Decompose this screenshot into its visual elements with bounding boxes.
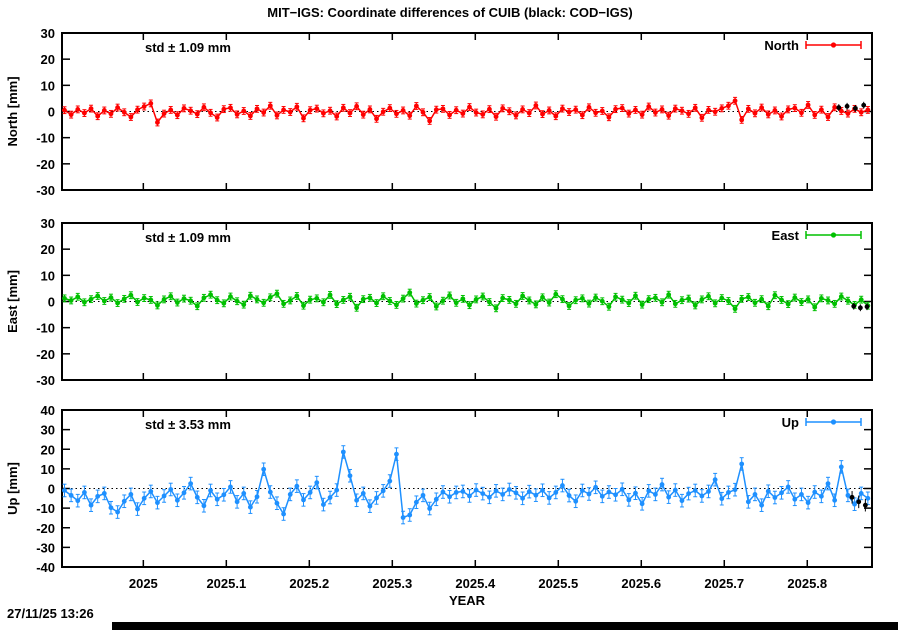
legend: Up	[782, 415, 862, 430]
east-panel: -30 -20 -10 0 10 20 30 East [mm] std ± 1.09 mm Ea…	[5, 216, 873, 388]
y-tick-label: 0	[48, 295, 55, 310]
legend-label: Up	[782, 415, 799, 430]
x-tick-label: 2025.1	[206, 576, 246, 591]
std-annotation: std ± 3.53 mm	[145, 417, 231, 432]
legend: East	[772, 228, 862, 243]
timestamp: 27/11/25 13:26	[7, 606, 94, 621]
y-tick-label: 40	[41, 403, 55, 418]
y-tick-label: -40	[36, 560, 55, 575]
std-annotation: std ± 1.09 mm	[145, 230, 231, 245]
y-tick-label: -10	[36, 131, 55, 146]
x-tick-label: 2025.4	[455, 576, 496, 591]
x-tick-label: 2025.8	[787, 576, 827, 591]
y-tick-label: 0	[48, 482, 55, 497]
page-title: MIT−IGS: Coordinate differences of CUIB …	[267, 5, 633, 20]
y-axis-title: East [mm]	[5, 270, 20, 333]
plots-canvas: -30 -20 -10 0 10 20 30 North [mm] std ± 1.09 mm N…	[5, 26, 873, 608]
x-tick-label: 2025.3	[372, 576, 412, 591]
y-tick-label: 30	[41, 423, 55, 438]
x-tick-label: 2025	[129, 576, 158, 591]
x-tick-label: 2025.5	[538, 576, 578, 591]
y-tick-label: 30	[41, 216, 55, 231]
x-tick-label: 2025.6	[621, 576, 661, 591]
std-annotation: std ± 1.09 mm	[145, 40, 231, 55]
x-tick-label: 2025.7	[704, 576, 744, 591]
east-series	[62, 288, 871, 313]
y-tick-label: -30	[36, 540, 55, 555]
y-tick-label: 10	[41, 268, 55, 283]
cod-igs-black-points	[851, 302, 870, 312]
up-series	[62, 445, 871, 525]
y-tick-label: -10	[36, 321, 55, 336]
cod-igs-black-points	[849, 491, 868, 512]
y-tick-label: -30	[36, 183, 55, 198]
y-axis-title: Up [mm]	[5, 462, 20, 515]
y-axis-title: North [mm]	[5, 76, 20, 146]
x-tick-label: 2025.2	[289, 576, 329, 591]
x-axis-title: YEAR	[449, 593, 486, 608]
y-tick-label: -20	[36, 157, 55, 172]
y-tick-label: -30	[36, 373, 55, 388]
y-tick-label: 30	[41, 26, 55, 41]
legend: North	[764, 38, 862, 53]
y-tick-label: 0	[48, 105, 55, 120]
y-tick-label: 20	[41, 52, 55, 67]
y-tick-label: -20	[36, 521, 55, 536]
cod-igs-black-points	[836, 101, 867, 112]
legend-label: East	[772, 228, 800, 243]
y-tick-label: 20	[41, 442, 55, 457]
y-tick-label: -10	[36, 501, 55, 516]
bottom-black-bar	[112, 622, 898, 630]
y-tick-label: 10	[41, 78, 55, 93]
y-tick-label: 10	[41, 462, 55, 477]
up-panel: 2025 2025.1 2025.2 2025.3 2025.4 2025.5 2025.6…	[5, 403, 873, 591]
y-tick-label: -20	[36, 347, 55, 362]
y-tick-label: 20	[41, 242, 55, 257]
north-panel: -30 -20 -10 0 10 20 30 North [mm] std ± 1.09 mm N…	[5, 26, 873, 198]
north-series	[62, 96, 871, 127]
legend-label: North	[764, 38, 799, 53]
